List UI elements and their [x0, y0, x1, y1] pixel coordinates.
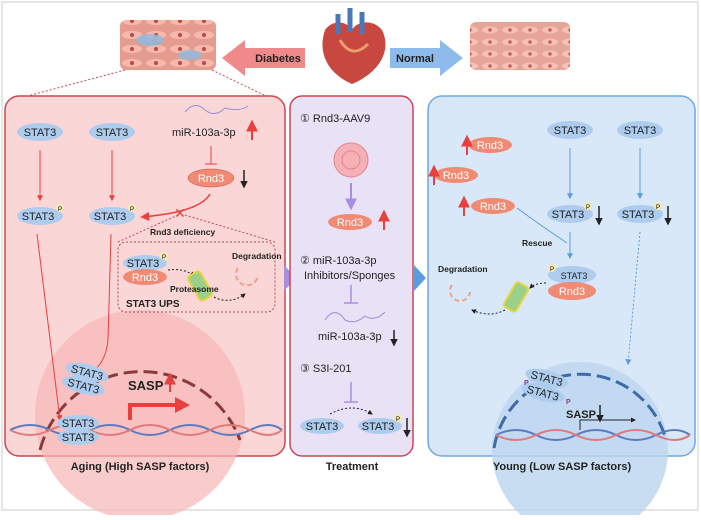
- svg-text:STAT3 UPS: STAT3 UPS: [126, 299, 180, 310]
- svg-text:STAT3: STAT3: [306, 421, 339, 433]
- proteasome-icon: [187, 270, 213, 302]
- diabetic-tissue-image: [120, 20, 216, 70]
- svg-text:STAT3: STAT3: [94, 211, 127, 223]
- stat3-2: STAT3: [617, 121, 663, 139]
- svg-text:STAT3: STAT3: [22, 211, 55, 223]
- svg-text:Proteasome: Proteasome: [170, 284, 219, 294]
- svg-text:STAT3: STAT3: [96, 127, 129, 139]
- ups-box: [117, 241, 276, 313]
- stat3: STAT3: [300, 418, 344, 434]
- svg-text:P: P: [130, 207, 134, 213]
- svg-text:STAT3: STAT3: [62, 432, 95, 444]
- virus-icon: [333, 142, 369, 178]
- dna: [495, 429, 691, 441]
- svg-text:STAT3: STAT3: [24, 127, 57, 139]
- svg-text:P: P: [524, 380, 529, 387]
- svg-text:Rnd3: Rnd3: [198, 173, 224, 185]
- dna: [9, 424, 283, 436]
- svg-text:STAT3: STAT3: [552, 209, 585, 221]
- svg-text:P: P: [656, 205, 660, 211]
- pstat3-rnd3-complex: STAT3 P Rnd3: [548, 264, 596, 300]
- svg-text:miR-103a-3p: miR-103a-3p: [318, 331, 382, 343]
- svg-text:Aging (High SASP factors): Aging (High SASP factors): [71, 461, 210, 473]
- svg-text:Degradation: Degradation: [232, 251, 282, 261]
- svg-text:Rnd3: Rnd3: [477, 140, 503, 152]
- svg-text:Rnd3: Rnd3: [443, 170, 469, 182]
- stat3-1: STAT3: [547, 121, 593, 139]
- svg-text:Inhibitors/Sponges: Inhibitors/Sponges: [304, 270, 396, 282]
- svg-text:② miR-103a-3p: ② miR-103a-3p: [300, 255, 377, 267]
- svg-text:P: P: [566, 399, 571, 406]
- rnd3-3: Rnd3: [471, 198, 515, 214]
- heart-icon: [322, 8, 386, 84]
- svg-text:Treatment: Treatment: [326, 461, 379, 473]
- svg-text:③ S3I-201: ③ S3I-201: [300, 363, 351, 375]
- rnd3: Rnd3: [328, 214, 372, 230]
- svg-text:SASP: SASP: [128, 378, 164, 393]
- diabetes-arrow: Diabetes: [222, 40, 305, 76]
- svg-text:P: P: [586, 205, 590, 211]
- svg-text:Rnd3: Rnd3: [337, 217, 363, 229]
- svg-text:STAT3: STAT3: [561, 271, 588, 281]
- normal-arrow: Normal: [390, 40, 463, 76]
- svg-text:miR-103a-3p: miR-103a-3p: [172, 127, 236, 139]
- pstat3-rnd3-complex: STAT3 P Rnd3: [123, 252, 168, 285]
- svg-text:✕: ✕: [174, 205, 186, 221]
- svg-text:P: P: [58, 207, 62, 213]
- rnd3: Rnd3: [187, 168, 235, 188]
- svg-text:Rnd3: Rnd3: [480, 201, 506, 213]
- nucleus: [35, 310, 245, 520]
- treatment-panel: [289, 95, 414, 457]
- rnd3-1: Rnd3: [468, 137, 512, 153]
- svg-text:STAT3: STAT3: [624, 125, 657, 137]
- svg-text:Normal: Normal: [396, 53, 434, 65]
- svg-text:STAT3: STAT3: [362, 421, 395, 433]
- stat3-dimer-2: STAT3 STAT3: [57, 415, 99, 445]
- svg-text:P: P: [396, 417, 400, 423]
- nucleus: [492, 362, 668, 520]
- stat3-1: STAT3: [17, 123, 63, 141]
- svg-text:Young (Low SASP factors): Young (Low SASP factors): [493, 461, 632, 473]
- svg-text:Degradation: Degradation: [438, 264, 488, 274]
- stat3-2: STAT3: [89, 123, 135, 141]
- svg-text:SASP: SASP: [566, 409, 596, 421]
- svg-text:① Rnd3-AAV9: ① Rnd3-AAV9: [300, 113, 370, 125]
- svg-text:P: P: [550, 267, 554, 273]
- svg-text:P: P: [162, 255, 166, 261]
- svg-text:STAT3: STAT3: [554, 125, 587, 137]
- rnd3-2: Rnd3: [434, 167, 478, 183]
- svg-text:Rnd3 deficiency: Rnd3 deficiency: [150, 227, 215, 237]
- svg-text:Rescue: Rescue: [522, 238, 553, 248]
- svg-text:Rnd3: Rnd3: [132, 272, 158, 284]
- svg-text:STAT3: STAT3: [62, 418, 95, 430]
- normal-tissue-image: [470, 22, 570, 70]
- svg-text:Rnd3: Rnd3: [559, 286, 585, 298]
- svg-text:STAT3: STAT3: [622, 209, 655, 221]
- svg-text:Diabetes: Diabetes: [255, 53, 301, 65]
- proteasome-icon: [503, 281, 529, 313]
- svg-text:STAT3: STAT3: [127, 258, 160, 270]
